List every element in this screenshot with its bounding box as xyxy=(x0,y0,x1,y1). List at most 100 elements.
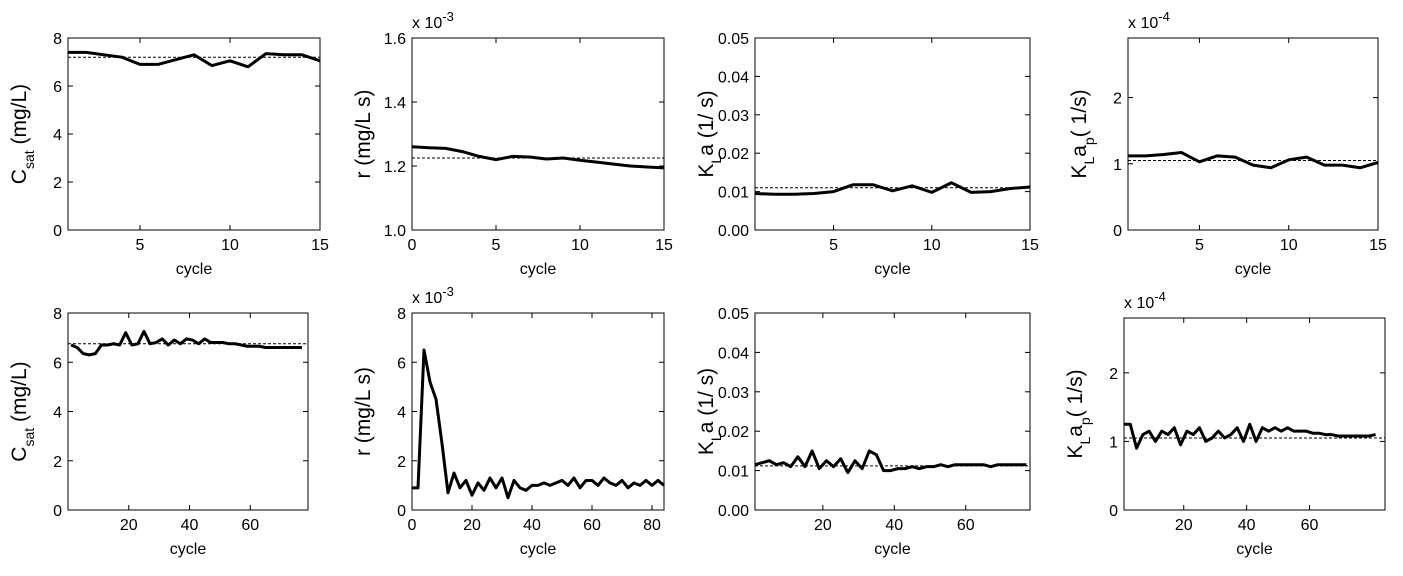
x-tick-label: 15 xyxy=(1369,237,1387,254)
x-tick-label: 10 xyxy=(571,237,589,254)
y-label-part: C xyxy=(8,447,31,462)
panel: 1.0 1.2 1.4 1.6 0 5 10 15 cycle r (mg/L s) x 10-3 xyxy=(352,9,673,279)
y-tick-label: 6 xyxy=(53,79,62,96)
y-label-part: ( 1/s) xyxy=(1064,369,1087,417)
y-label-part: C xyxy=(8,169,31,184)
y-tick-label: 0 xyxy=(397,503,406,520)
panel: 0 2 4 6 8 5 10 15 cycle Csat (mg/L) xyxy=(8,31,329,278)
axis-multiplier: x 10-4 xyxy=(1124,289,1166,313)
y-tick-label: 6 xyxy=(397,355,406,372)
data-line xyxy=(68,50,321,69)
y-tick-label: 4 xyxy=(53,405,62,422)
y-tick-label: 2 xyxy=(53,454,62,471)
y-tick-label: 2 xyxy=(1113,91,1122,108)
y-axis-label: Csat (mg/L) xyxy=(8,361,37,461)
y-label-part: a xyxy=(1068,145,1091,157)
x-tick-label: 20 xyxy=(1175,517,1193,534)
x-tick-label: 5 xyxy=(1195,237,1204,254)
multiplier-base: x 10 xyxy=(1124,295,1154,312)
y-label-part: a (1/ s) xyxy=(695,90,718,155)
data-line xyxy=(411,145,665,170)
y-tick-label: 0.02 xyxy=(718,424,749,441)
y-tick-label: 2 xyxy=(397,454,406,471)
x-tick-label: 10 xyxy=(221,237,239,254)
axis-multiplier: x 10-4 xyxy=(1128,9,1170,33)
y-label-part: K xyxy=(695,441,718,455)
y-label-part: sat xyxy=(21,150,37,169)
x-tick-label: 80 xyxy=(643,517,661,534)
y-axis-label: r (mg/L s) xyxy=(352,89,375,178)
y-tick-label: 0 xyxy=(53,223,62,240)
y-label-part: K xyxy=(1068,165,1091,179)
y-tick-label: 2 xyxy=(1109,366,1118,383)
data-line xyxy=(754,181,1031,196)
x-tick-label: 15 xyxy=(311,237,329,254)
axes-box xyxy=(1127,37,1379,231)
y-tick-label: 0.03 xyxy=(718,108,749,125)
y-label-part: L xyxy=(1081,157,1097,165)
y-tick-label: 1.0 xyxy=(384,223,406,240)
y-tick-label: 0 xyxy=(1113,223,1122,240)
y-tick-label: 0.00 xyxy=(718,223,749,240)
x-axis-label: cycle xyxy=(874,541,911,558)
x-tick-label: 60 xyxy=(957,517,975,534)
y-tick-label: 0.03 xyxy=(718,385,749,402)
y-label-part: a xyxy=(1064,425,1087,437)
x-tick-label: 0 xyxy=(408,237,417,254)
y-label-part: K xyxy=(695,164,718,178)
x-tick-label: 40 xyxy=(181,517,199,534)
x-axis-label: cycle xyxy=(1236,541,1273,558)
x-tick-label: 15 xyxy=(655,237,673,254)
x-axis-label: cycle xyxy=(1235,261,1272,278)
multiplier-base: x 10 xyxy=(412,15,442,32)
y-axis-label: r (mg/L s) xyxy=(352,367,375,456)
y-tick-label: 1.2 xyxy=(384,159,406,176)
y-label-part: L xyxy=(1077,437,1093,445)
panel: 0 2 4 6 8 20 40 60 cycle Csat (mg/L) xyxy=(8,306,309,558)
axes-box xyxy=(411,312,665,511)
x-tick-label: 10 xyxy=(1280,237,1298,254)
axes-box xyxy=(67,37,321,231)
data-line xyxy=(70,329,302,357)
y-label-part: sat xyxy=(21,428,37,447)
y-label-part: ( 1/s) xyxy=(1068,89,1091,137)
y-tick-label: 2 xyxy=(53,175,62,192)
x-tick-label: 5 xyxy=(492,237,501,254)
x-tick-label: 0 xyxy=(408,517,417,534)
y-label-part: a (1/ s) xyxy=(695,368,718,433)
axes-box xyxy=(754,312,1031,511)
x-tick-label: 60 xyxy=(241,517,259,534)
y-tick-label: 0.04 xyxy=(718,345,749,362)
y-axis-label: KLap( 1/s) xyxy=(1068,89,1097,178)
x-tick-label: 20 xyxy=(463,517,481,534)
axes-box xyxy=(411,37,665,231)
multiplier-exponent: -3 xyxy=(442,9,454,24)
x-tick-label: 40 xyxy=(523,517,541,534)
multiplier-base: x 10 xyxy=(1128,15,1158,32)
y-axis-label: Csat (mg/L) xyxy=(8,84,37,184)
y-tick-label: 1.4 xyxy=(384,95,406,112)
data-line xyxy=(412,348,665,500)
y-tick-label: 4 xyxy=(397,405,406,422)
y-tick-label: 0.01 xyxy=(718,464,749,481)
x-axis-label: cycle xyxy=(874,261,911,278)
y-tick-label: 8 xyxy=(53,306,62,323)
data-line xyxy=(754,449,1027,475)
x-tick-label: 40 xyxy=(885,517,903,534)
x-axis-label: cycle xyxy=(520,541,557,558)
y-label-part: L xyxy=(708,156,724,164)
y-label-part: K xyxy=(1064,445,1087,459)
axis-multiplier: x 10-3 xyxy=(412,284,454,308)
data-line xyxy=(1128,151,1379,170)
y-axis-label: KLap( 1/s) xyxy=(1064,369,1093,458)
y-label-part: p xyxy=(1081,137,1097,145)
x-axis-label: cycle xyxy=(176,261,213,278)
data-line xyxy=(1124,422,1376,450)
y-tick-label: 8 xyxy=(53,31,62,48)
y-tick-label: 0.04 xyxy=(718,69,749,86)
y-tick-label: 0 xyxy=(53,503,62,520)
y-label-part: r (mg/L s) xyxy=(352,89,375,178)
y-label-part: (mg/L) xyxy=(8,84,31,151)
